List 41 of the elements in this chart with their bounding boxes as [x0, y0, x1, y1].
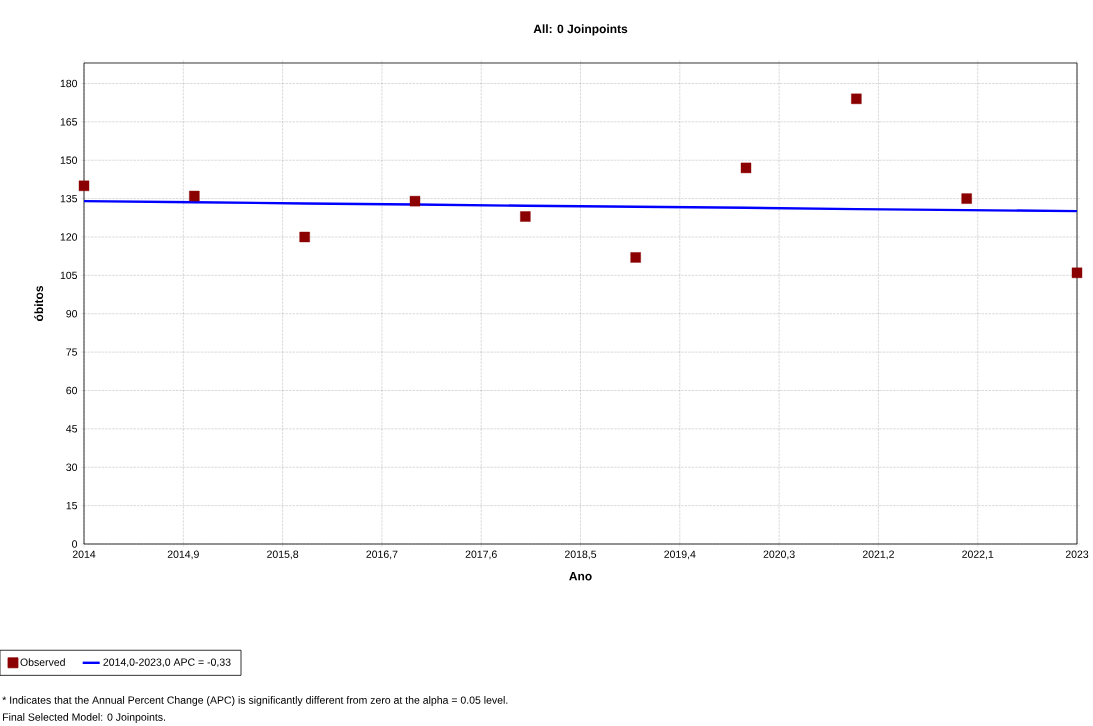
- point: [740, 162, 752, 174]
- y-tick-label: 150: [60, 156, 78, 164]
- y-tick-label: 0: [72, 540, 78, 548]
- y-tick-label: 90: [66, 310, 78, 318]
- text: * Indicates that the Annual Percent Change (APC) is significantly different from zero at the alpha = 0.05 level.: [2, 696, 508, 706]
- y-tick-label: 30: [66, 463, 78, 471]
- x-tick-label: 2022,1: [962, 550, 994, 560]
- x-tick-label: 2016,7: [366, 550, 398, 560]
- x-tick-label: 2020,3: [763, 550, 795, 560]
- x-tick-label: 2021,2: [862, 550, 894, 560]
- x-tick-label: 2015,8: [267, 550, 299, 560]
- point: [851, 93, 862, 105]
- point: [520, 211, 531, 222]
- point: [299, 231, 310, 243]
- point: [78, 180, 90, 191]
- text: Final Selected Model: 0 Joinpoints.: [3, 713, 166, 723]
- x-tick-label: 2023: [1065, 550, 1089, 558]
- legend-label: Observed: [20, 658, 65, 666]
- y-tick-label: 180: [60, 79, 78, 88]
- x-tick-label: 2019,4: [664, 550, 696, 560]
- point: [189, 190, 200, 202]
- x-tick-label: 2014,9: [167, 550, 199, 560]
- y-tick-label: 45: [66, 425, 78, 433]
- x-axis-title: Ano: [569, 572, 592, 581]
- legend-label: 2014,0-2023,0 APC = -0,33: [103, 658, 231, 668]
- point: [961, 193, 972, 204]
- y-axis-title: óbitos: [34, 285, 44, 322]
- y-tick-label: 135: [60, 194, 78, 203]
- y-tick-label: 120: [60, 233, 78, 241]
- y-tick-label: 15: [66, 501, 78, 510]
- y-tick-label: 105: [60, 271, 78, 280]
- y-tick-label: 165: [60, 118, 78, 126]
- point: [1071, 267, 1083, 278]
- chart-title: All: 0 Joinpoints: [533, 24, 628, 36]
- x-tick-label: 2017,6: [465, 550, 497, 560]
- point: [630, 252, 641, 263]
- point: [409, 195, 421, 207]
- y-tick-label: 60: [66, 386, 78, 395]
- y-tick-label: 75: [66, 348, 78, 356]
- x-tick-label: 2018,5: [564, 550, 597, 560]
- x-tick-label: 2014: [72, 550, 96, 558]
